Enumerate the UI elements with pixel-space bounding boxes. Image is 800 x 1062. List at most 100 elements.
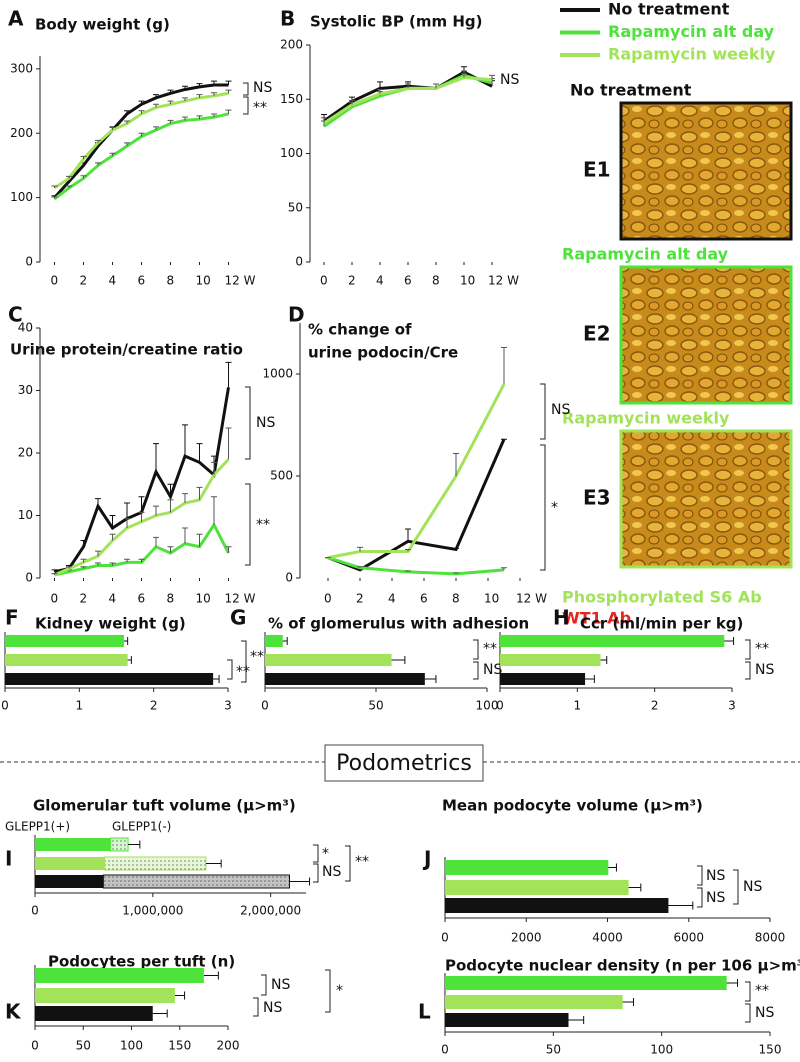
micrograph: [619, 101, 793, 241]
x-tick-label: 3: [224, 699, 232, 713]
chart-title: Body weight (g): [35, 16, 170, 34]
chart-title: urine podocin/Cre: [308, 344, 458, 362]
bracket: [243, 82, 249, 96]
error-bar: [405, 570, 411, 572]
error-bar: [568, 1016, 585, 1024]
error-bar: [726, 979, 738, 987]
bracket: [253, 997, 259, 1017]
x-tick-label: 1: [76, 699, 84, 713]
x-tick-label: 0: [1, 699, 9, 713]
x-tick-label: 0: [496, 699, 504, 713]
error-bar: [225, 361, 232, 388]
bar-segment: [104, 856, 207, 871]
x-tick-label: 150: [168, 1039, 191, 1053]
bar-segment: [35, 838, 111, 851]
x-tick-label: 12 W: [488, 274, 519, 288]
segment-label: GLEPP1(-): [112, 820, 171, 834]
x-tick-label: 4000: [592, 931, 623, 945]
bar: [445, 880, 629, 895]
error-bar: [377, 88, 383, 94]
error-bar: [182, 85, 188, 90]
bracket: [697, 865, 703, 886]
bracket: [261, 974, 267, 996]
bracket: [245, 386, 251, 460]
bracket: [697, 887, 703, 908]
chart-title: Urine protein/creatine ratio: [10, 341, 243, 359]
annotation: NS: [322, 864, 341, 880]
bar: [35, 1006, 153, 1021]
error-bar: [153, 94, 159, 98]
x-tick-label: 0: [441, 1043, 449, 1057]
x-tick-label: 50: [546, 1043, 561, 1057]
error-bar: [489, 74, 495, 80]
error-bar: [51, 573, 58, 575]
bar-segment: [35, 857, 105, 870]
x-tick-label: 4: [109, 592, 117, 606]
error-bar: [349, 99, 355, 105]
legend-label: Rapamycin alt day: [608, 22, 775, 41]
error-bar: [211, 496, 217, 525]
chart-title: Glomerular tuft volume (μ>m³): [33, 797, 296, 815]
panel-letter: G: [230, 606, 246, 630]
y-tick-label: 30: [18, 383, 33, 397]
x-tick-label: 2: [80, 592, 88, 606]
error-bar: [51, 196, 58, 199]
error-bar: [668, 901, 694, 910]
error-bar: [724, 637, 735, 645]
error-bar: [95, 162, 101, 166]
y-tick-label: 300: [10, 61, 33, 75]
x-tick-label: 10: [460, 274, 475, 288]
error-bar: [628, 883, 642, 892]
bracket: [227, 659, 233, 680]
x-tick-label: 8: [432, 274, 440, 288]
error-bar: [153, 536, 159, 547]
x-tick-label: 4: [388, 592, 396, 606]
error-bar: [109, 515, 116, 528]
error-bar: [196, 94, 203, 98]
error-bar: [453, 547, 459, 550]
annotation: NS: [551, 402, 570, 418]
error-bar: [80, 558, 87, 563]
error-bar: [600, 656, 608, 664]
x-tick-label: 100: [650, 1043, 673, 1057]
bracket: [313, 844, 319, 863]
chart-title: % change of: [308, 321, 412, 339]
bar: [35, 988, 175, 1003]
bar-segment: [102, 874, 291, 889]
x-tick-label: 10: [196, 592, 211, 606]
error-bar: [66, 175, 72, 179]
x-tick-label: 0: [31, 904, 39, 918]
chart-title: Ccr (ml/min per kg): [580, 615, 743, 633]
error-bar: [124, 120, 130, 124]
error-bar: [80, 540, 87, 547]
panel-letter: B: [280, 7, 295, 31]
bracket: [733, 869, 739, 905]
image-tag: E1: [583, 158, 611, 182]
x-tick-label: 2: [80, 274, 88, 288]
x-tick-label: 2: [651, 699, 659, 713]
error-bar: [211, 113, 217, 118]
bracket: [473, 661, 479, 680]
bar: [265, 654, 392, 666]
error-bar: [225, 427, 232, 460]
micrograph: [619, 265, 793, 405]
error-bar: [405, 528, 411, 542]
bar: [445, 1013, 569, 1027]
error-bar: [289, 877, 311, 886]
legend-label: No treatment: [608, 0, 730, 19]
section-box: [324, 744, 484, 782]
annotation: NS: [500, 72, 519, 88]
bracket: [313, 863, 319, 883]
error-bar: [225, 109, 232, 114]
series-line: [323, 70, 493, 123]
annotation: NS: [706, 868, 725, 884]
x-tick-label: 8000: [755, 931, 786, 945]
y-tick-label: 20: [18, 446, 33, 460]
image-label: Rapamycin alt day: [562, 245, 729, 264]
error-bar: [51, 569, 58, 572]
error-bar: [138, 496, 145, 513]
panel-letter: D: [288, 303, 305, 327]
x-tick-label: 150: [759, 1043, 782, 1057]
annotation: **: [755, 641, 769, 657]
y-tick-label: 200: [280, 38, 303, 52]
